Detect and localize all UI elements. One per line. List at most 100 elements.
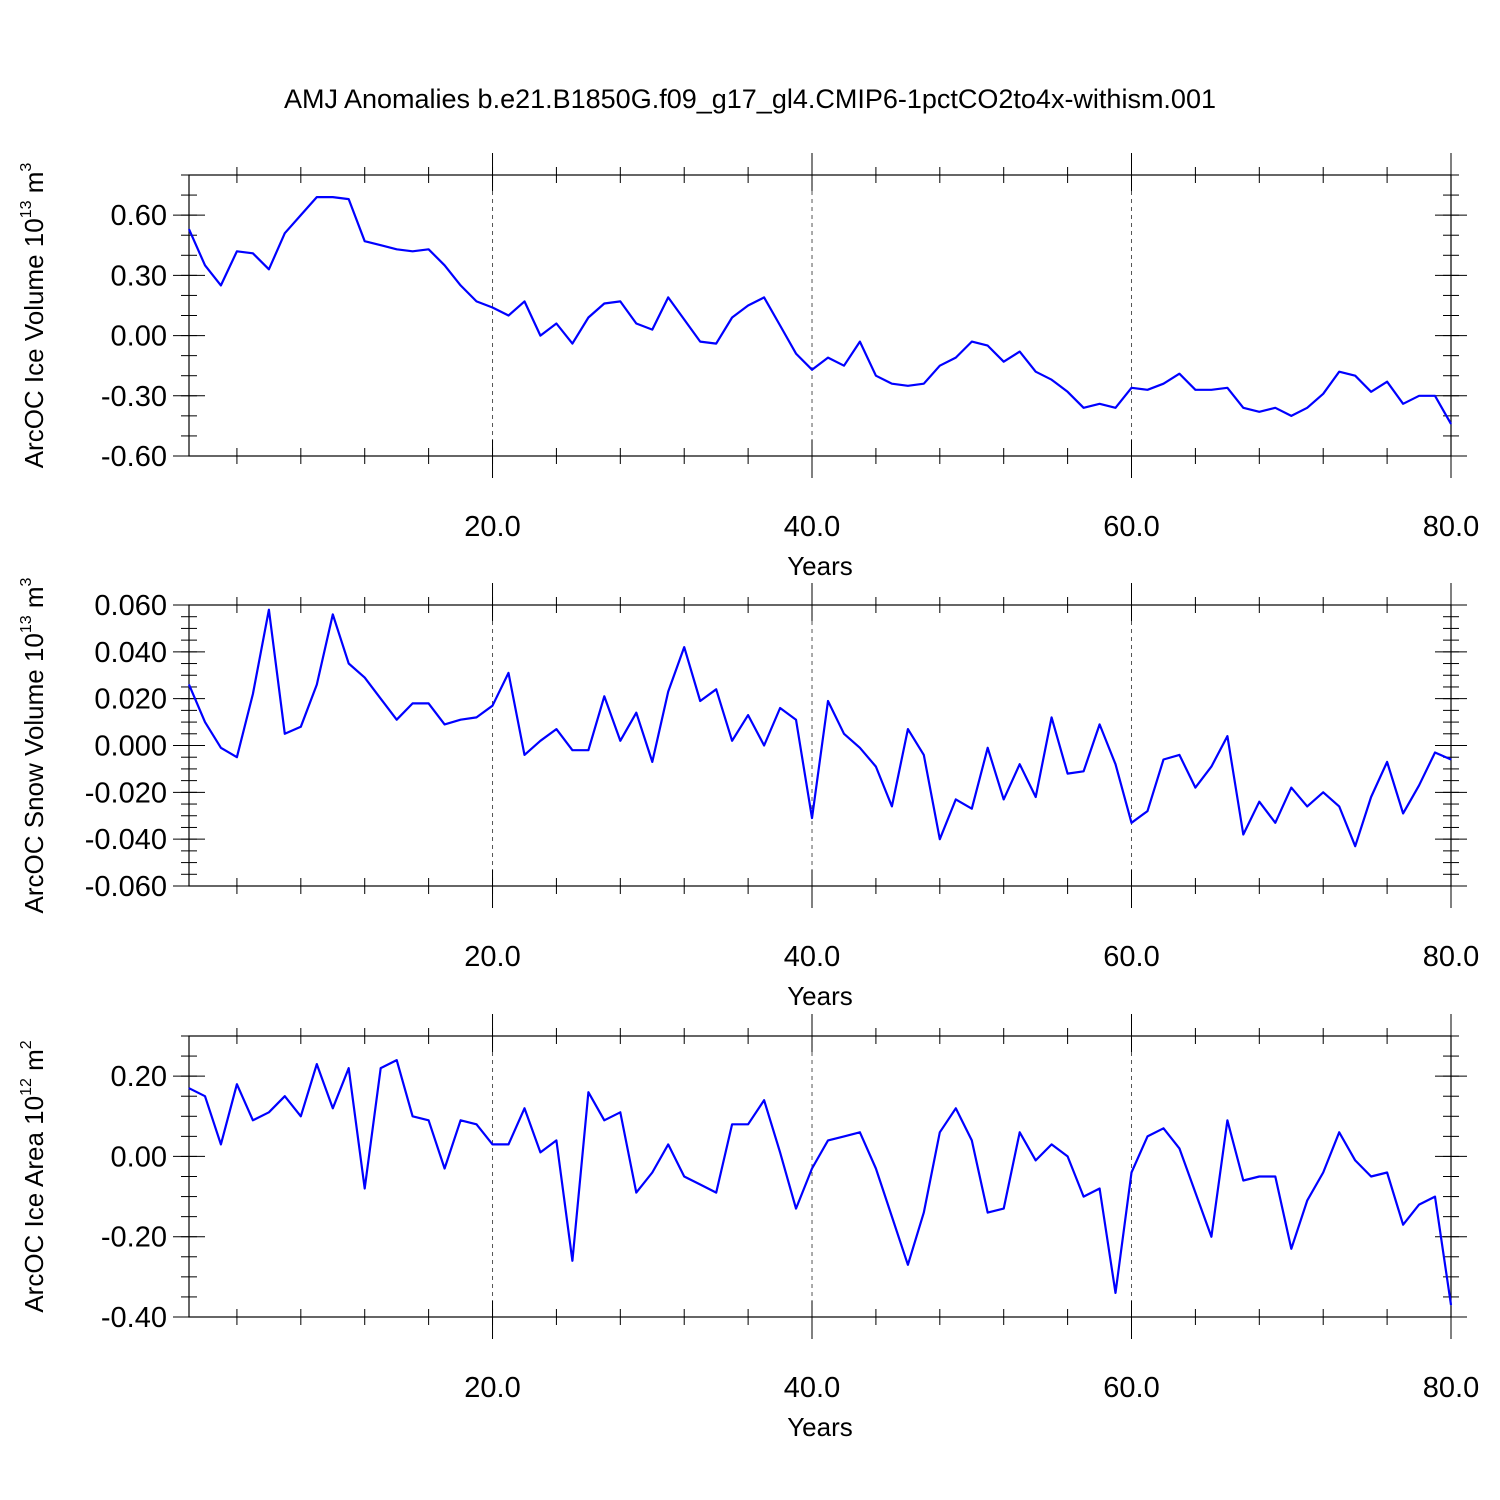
data-point [971, 1139, 973, 1141]
data-point [907, 385, 909, 387]
data-point [348, 198, 350, 200]
y-tick-label: 0.000 [94, 731, 167, 763]
data-point [555, 728, 557, 730]
data-point [1035, 796, 1037, 798]
data-point [476, 1123, 478, 1125]
data-point [523, 754, 525, 756]
data-point [571, 749, 573, 751]
data-point [1450, 1304, 1452, 1306]
data-point [268, 1111, 270, 1113]
data-point [300, 1115, 302, 1117]
data-point [348, 663, 350, 665]
data-point [220, 1143, 222, 1145]
data-point [1099, 723, 1101, 725]
data-point [1434, 395, 1436, 397]
series-line [188, 1058, 1453, 1306]
data-point [220, 284, 222, 286]
data-point [1354, 845, 1356, 847]
data-point [1258, 1176, 1260, 1177]
data-point [635, 1192, 637, 1194]
data-point [875, 766, 877, 768]
data-point [619, 740, 621, 742]
data-point [380, 1067, 382, 1069]
data-point [460, 1119, 462, 1121]
x-tick-label: 40.0 [784, 941, 840, 973]
data-point [875, 1167, 877, 1169]
data-point [939, 1131, 941, 1133]
data-point [699, 700, 701, 702]
data-point [923, 383, 925, 385]
data-point [651, 761, 653, 763]
data-point [683, 646, 685, 648]
plot-frame [188, 604, 1452, 887]
data-point [1051, 716, 1053, 718]
x-tick-label: 60.0 [1103, 941, 1159, 973]
data-point [923, 1212, 925, 1214]
data-point [1386, 1171, 1388, 1173]
y-tick-label: -0.020 [85, 777, 167, 809]
data-point [1194, 787, 1196, 789]
data-point [683, 319, 685, 321]
data-point [667, 1143, 669, 1145]
data-point [1083, 407, 1085, 409]
data-point [1194, 1192, 1196, 1194]
data-point [795, 1208, 797, 1210]
data-point [428, 702, 430, 704]
data-point [1258, 411, 1260, 413]
data-point [1019, 1131, 1021, 1133]
data-point [1115, 407, 1117, 409]
data-point [1338, 1131, 1340, 1133]
data-point [204, 1095, 206, 1097]
data-point [1290, 1248, 1292, 1250]
y-tick-label: 0.040 [94, 637, 167, 669]
data-point [667, 691, 669, 693]
data-point [715, 688, 717, 690]
data-point [1354, 375, 1356, 377]
x-tick-label: 40.0 [784, 1372, 840, 1404]
data-point [1274, 822, 1276, 824]
data-point [1178, 754, 1180, 756]
data-point [699, 1184, 701, 1186]
x-tick-label: 80.0 [1423, 511, 1479, 543]
data-point [555, 1139, 557, 1141]
x-tick-label: 80.0 [1423, 941, 1479, 973]
data-point [891, 1216, 893, 1218]
chart-panel-3: -0.40 -0.20 0.00 0.20 20.0 40.0 60.0 80.0 Years A… [18, 1014, 1479, 1442]
data-point [1306, 1200, 1308, 1202]
data-point [1115, 1292, 1117, 1294]
data-point [1003, 1208, 1005, 1210]
data-point [188, 228, 190, 230]
data-point [1450, 759, 1452, 761]
data-point [555, 323, 557, 325]
data-point [1115, 763, 1117, 765]
data-point [188, 684, 190, 686]
data-point [364, 1188, 366, 1190]
data-point [827, 1139, 829, 1141]
data-point [1099, 403, 1101, 405]
series-line [187, 196, 1452, 425]
data-point [1099, 1188, 1101, 1190]
y-tick-label: 0.00 [111, 321, 167, 353]
data-point [428, 248, 430, 250]
data-point [1194, 389, 1196, 391]
data-point [1067, 773, 1069, 775]
x-tick-label: 60.0 [1103, 511, 1159, 543]
data-point [827, 357, 829, 359]
data-point [603, 302, 605, 304]
data-point [476, 300, 478, 302]
plot-frame [188, 174, 1452, 457]
data-point [1131, 822, 1133, 824]
data-point [619, 1111, 621, 1113]
data-point [1386, 381, 1388, 383]
data-point [284, 1095, 286, 1097]
data-point [603, 1119, 605, 1121]
data-point [1178, 1147, 1180, 1149]
data-point [476, 716, 478, 718]
data-point [1418, 395, 1420, 397]
data-point [651, 1171, 653, 1173]
data-point [523, 1107, 525, 1109]
y-axis-label: ArcOC Snow Volume 1013 m3 [18, 577, 49, 913]
data-point [635, 323, 637, 325]
data-point [1162, 383, 1164, 385]
y-tick-label: -0.60 [101, 441, 167, 473]
